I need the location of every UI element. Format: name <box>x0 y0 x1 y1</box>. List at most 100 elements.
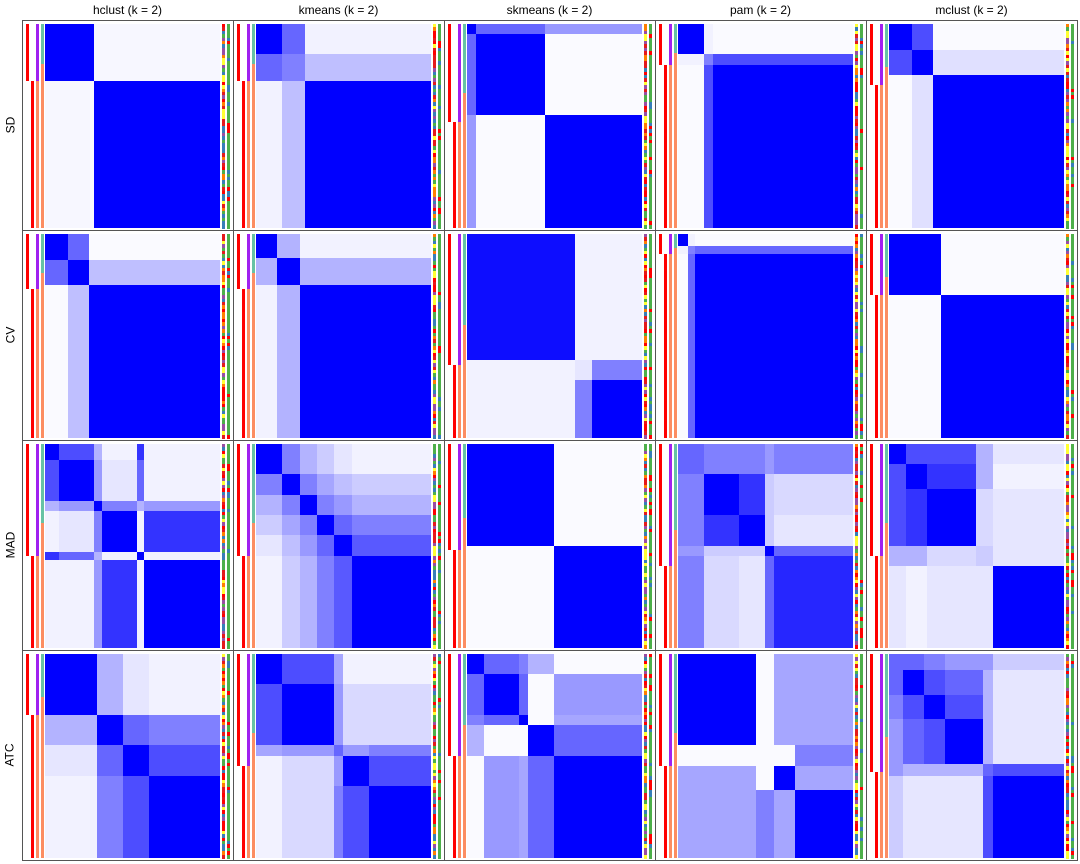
annotation-segment <box>433 563 436 568</box>
annotation-segment <box>649 376 652 382</box>
annotation-segment <box>1066 356 1069 361</box>
annotation-segment <box>1071 102 1074 107</box>
annotation-segment <box>1066 342 1069 348</box>
heatmap-block <box>316 555 335 648</box>
annotation-segment <box>222 854 225 859</box>
annotation-segment <box>649 250 652 256</box>
annotation-segment <box>880 85 883 228</box>
annotation-segment <box>644 563 647 568</box>
annotation-segment <box>880 654 883 773</box>
annotation-segment <box>860 631 863 636</box>
annotation-segment <box>433 620 436 626</box>
annotation-segment <box>222 373 225 378</box>
heatmap-panel <box>233 230 445 441</box>
annotation-segment <box>438 810 441 815</box>
heatmap-block <box>467 380 576 438</box>
annotation-segment <box>1066 563 1069 568</box>
annotation-segment <box>242 766 245 858</box>
heatmap-block <box>58 551 95 561</box>
annotation-segment <box>438 115 441 121</box>
annotation-segment <box>438 491 441 496</box>
annotation-segment <box>41 654 44 697</box>
annotation-segment <box>453 756 456 858</box>
heatmap-block <box>993 775 1064 858</box>
heatmap-block <box>282 444 301 476</box>
annotation-segment <box>644 271 647 276</box>
annotation-segment <box>860 634 863 639</box>
annotation-segment <box>227 301 230 307</box>
annotation-bar-left <box>453 24 456 228</box>
annotation-segment <box>433 762 436 768</box>
heatmap-panel <box>444 650 656 861</box>
annotation-bar-left <box>458 444 461 648</box>
annotation-segment <box>860 667 863 672</box>
annotation-segment <box>433 769 436 774</box>
annotation-segment <box>433 593 436 598</box>
annotation-bar-left <box>674 654 677 858</box>
annotation-bar-right <box>855 24 858 229</box>
heatmap-block <box>927 464 977 490</box>
annotation-segment <box>438 349 441 354</box>
annotation-segment <box>227 81 230 87</box>
annotation-segment <box>1066 464 1069 469</box>
heatmap-block <box>738 545 766 557</box>
annotation-segment <box>1071 85 1074 90</box>
annotation-segment <box>649 109 652 114</box>
annotation-segment <box>227 576 230 581</box>
annotation-segment <box>242 81 245 228</box>
annotation-segment <box>644 654 647 659</box>
annotation-segment <box>433 807 436 812</box>
annotation-segment <box>433 752 436 757</box>
annotation-segment <box>860 325 863 331</box>
annotation-segment <box>227 559 230 564</box>
annotation-segment <box>1071 617 1074 622</box>
annotation-segment <box>669 766 672 858</box>
annotation-segment <box>855 637 858 643</box>
annotation-segment <box>222 109 225 114</box>
annotation-segment <box>433 68 436 73</box>
annotation-segment <box>433 721 436 727</box>
annotation-segment <box>1071 353 1074 358</box>
annotation-segment <box>247 81 250 228</box>
annotation-segment <box>644 109 647 114</box>
annotation-segment <box>222 51 225 56</box>
annotation-segment <box>433 705 436 710</box>
annotation-segment <box>855 793 858 798</box>
annotation-segment <box>433 454 436 459</box>
annotation-segment <box>438 851 441 856</box>
heatmap-block <box>902 694 925 720</box>
annotation-segment <box>860 477 863 483</box>
annotation-segment <box>855 288 858 293</box>
annotation-segment <box>1071 264 1074 269</box>
annotation-segment <box>433 112 436 117</box>
annotation-segment <box>227 132 230 138</box>
annotation-segment <box>1066 353 1069 358</box>
annotation-segment <box>433 376 436 382</box>
heatmap-block <box>282 535 301 557</box>
annotation-segment <box>227 383 230 388</box>
heatmap-block <box>467 755 485 858</box>
heatmap-block <box>88 284 220 438</box>
annotation-segment <box>438 319 441 324</box>
annotation-segment <box>644 501 647 507</box>
annotation-segment <box>1071 40 1074 46</box>
annotation-segment <box>860 847 863 853</box>
annotation-segment <box>1071 841 1074 846</box>
annotation-segment <box>860 105 863 110</box>
annotation-bar-left <box>31 444 34 648</box>
annotation-segment <box>1066 187 1069 192</box>
annotation-segment <box>433 187 436 192</box>
annotation-bar-right <box>1066 444 1069 649</box>
annotation-segment <box>438 24 441 29</box>
annotation-segment <box>644 847 647 853</box>
heatmap-block <box>993 763 1064 777</box>
annotation-segment <box>644 369 647 375</box>
annotation-segment <box>860 813 863 819</box>
annotation-segment <box>1066 57 1069 63</box>
annotation-segment <box>855 627 858 632</box>
annotation-segment <box>649 796 652 802</box>
annotation-segment <box>438 800 441 805</box>
annotation-segment <box>860 68 863 73</box>
annotation-segment <box>433 820 436 825</box>
heatmap-block <box>976 444 994 465</box>
